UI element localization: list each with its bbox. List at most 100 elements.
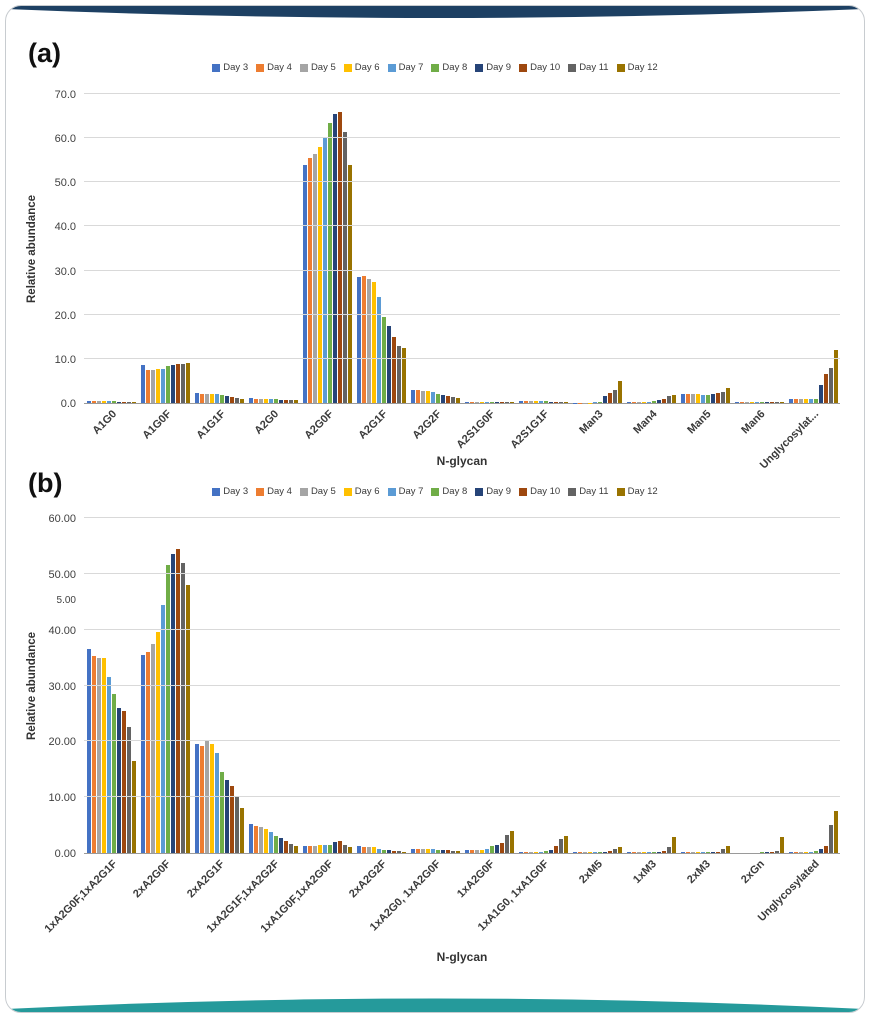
bar[interactable] (739, 402, 744, 403)
bar[interactable] (533, 400, 538, 403)
legend-item[interactable]: Day 10 (519, 486, 560, 497)
bar[interactable] (420, 390, 425, 403)
bar[interactable] (774, 850, 779, 853)
bar[interactable] (430, 391, 435, 403)
bar[interactable] (209, 744, 214, 853)
bar[interactable] (788, 852, 793, 853)
bar[interactable] (479, 401, 484, 403)
bar[interactable] (494, 401, 499, 403)
bar[interactable] (528, 400, 533, 403)
legend-item[interactable]: Day 6 (343, 486, 380, 497)
bar[interactable] (170, 365, 175, 403)
bar[interactable] (450, 397, 455, 403)
bar[interactable] (361, 846, 366, 853)
bar[interactable] (651, 401, 656, 403)
bar[interactable] (430, 849, 435, 853)
bar[interactable] (769, 402, 774, 403)
legend-item[interactable]: Day 12 (616, 62, 658, 73)
bar[interactable] (165, 366, 170, 403)
bar[interactable] (469, 401, 474, 403)
bar[interactable] (607, 851, 612, 853)
bar[interactable] (268, 399, 273, 403)
bar[interactable] (263, 399, 268, 403)
bar[interactable] (455, 397, 460, 403)
bar[interactable] (528, 852, 533, 853)
bar[interactable] (774, 401, 779, 403)
bar[interactable] (788, 398, 793, 403)
bar[interactable] (322, 138, 327, 403)
bar[interactable] (523, 400, 528, 403)
bar[interactable] (337, 111, 342, 403)
bar[interactable] (563, 402, 568, 403)
bar[interactable] (538, 401, 543, 403)
bar[interactable] (302, 164, 307, 403)
bar[interactable] (631, 401, 636, 403)
bar[interactable] (558, 839, 563, 853)
bar[interactable] (587, 852, 592, 853)
bar[interactable] (680, 394, 685, 403)
bar[interactable] (705, 852, 710, 853)
bar[interactable] (239, 808, 244, 853)
bar[interactable] (455, 851, 460, 853)
bar[interactable] (484, 848, 489, 853)
bar[interactable] (440, 395, 445, 403)
bar[interactable] (322, 844, 327, 853)
bar[interactable] (793, 398, 798, 403)
bar[interactable] (204, 393, 209, 403)
bar[interactable] (597, 401, 602, 403)
bar[interactable] (469, 850, 474, 853)
bar[interactable] (759, 852, 764, 853)
legend-item[interactable]: Day 9 (475, 486, 511, 497)
bar[interactable] (671, 837, 676, 853)
bar[interactable] (376, 848, 381, 853)
bar[interactable] (695, 394, 700, 403)
bar[interactable] (646, 852, 651, 853)
bar[interactable] (224, 396, 229, 403)
legend-item[interactable]: Day 12 (616, 486, 658, 497)
bar[interactable] (823, 846, 828, 853)
bar[interactable] (538, 851, 543, 853)
bar[interactable] (342, 131, 347, 403)
legend-item[interactable]: Day 4 (256, 62, 292, 73)
bar[interactable] (685, 394, 690, 403)
bar[interactable] (612, 849, 617, 853)
bar[interactable] (617, 380, 622, 403)
bar[interactable] (518, 400, 523, 403)
bar[interactable] (347, 164, 352, 403)
bar[interactable] (592, 852, 597, 853)
bar[interactable] (121, 710, 126, 853)
bar[interactable] (234, 797, 239, 853)
bar[interactable] (499, 842, 504, 853)
bar[interactable] (833, 811, 838, 853)
legend-item[interactable]: Day 11 (568, 486, 609, 497)
bar[interactable] (597, 852, 602, 853)
bar[interactable] (636, 852, 641, 853)
bar[interactable] (700, 394, 705, 403)
legend-item[interactable]: Day 3 (212, 62, 248, 73)
bar[interactable] (666, 396, 671, 403)
bar[interactable] (558, 402, 563, 403)
bar[interactable] (229, 397, 234, 403)
bar[interactable] (666, 847, 671, 853)
bar[interactable] (474, 850, 479, 853)
bar[interactable] (450, 851, 455, 853)
bar[interactable] (720, 391, 725, 403)
bar[interactable] (754, 402, 759, 403)
bar[interactable] (361, 276, 366, 403)
legend-item[interactable]: Day 4 (256, 486, 292, 497)
bar[interactable] (612, 389, 617, 403)
bar[interactable] (401, 851, 406, 853)
bar[interactable] (347, 846, 352, 853)
bar[interactable] (288, 399, 293, 403)
bar[interactable] (194, 744, 199, 853)
bar[interactable] (175, 364, 180, 403)
bar[interactable] (288, 844, 293, 853)
bar[interactable] (150, 643, 155, 853)
bar[interactable] (106, 677, 111, 853)
bar[interactable] (808, 851, 813, 853)
bar[interactable] (160, 368, 165, 403)
bar[interactable] (307, 846, 312, 853)
bar[interactable] (548, 849, 553, 853)
bar[interactable] (749, 402, 754, 403)
bar[interactable] (401, 347, 406, 403)
